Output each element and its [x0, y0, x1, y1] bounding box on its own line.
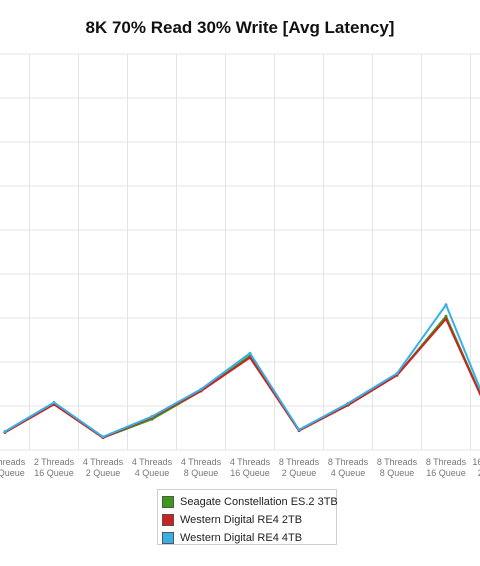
x-tick-label: 8 Threads [328, 457, 369, 467]
legend-item: Western Digital RE4 2TB [162, 511, 336, 529]
x-tick-label: 4 Queue [331, 468, 366, 478]
x-tick-label: 16 Queue [426, 468, 466, 478]
chart-title: 8K 70% Read 30% Write [Avg Latency] [85, 18, 395, 37]
legend-label: Western Digital RE4 2TB [180, 514, 303, 526]
legend-item: Seagate Constellation ES.2 3TB [162, 493, 338, 511]
x-tick-label: 4 Queue [135, 468, 170, 478]
series-line [4, 317, 480, 439]
data-point [150, 415, 154, 419]
data-point [444, 303, 448, 307]
x-tick-label: 8 Queue [184, 468, 219, 478]
legend-swatch [162, 532, 174, 544]
x-tick-label: 8 Queue [380, 468, 415, 478]
x-tick-label: 4 Threads [181, 457, 222, 467]
x-tick-label: 1 Threads [0, 457, 26, 467]
data-point [101, 435, 105, 439]
data-point [248, 351, 252, 355]
data-point [444, 317, 448, 321]
x-tick-label: 2 Queue [282, 468, 317, 478]
data-point [444, 314, 448, 318]
x-tick-label: 8 Threads [279, 457, 320, 467]
data-point [52, 400, 56, 404]
x-tick-label: 2 Queue [86, 468, 121, 478]
series-lines [3, 303, 480, 440]
x-tick-label: 16 Queue [34, 468, 74, 478]
legend-swatch [162, 496, 174, 508]
x-tick-label: 4 Threads [132, 457, 173, 467]
x-tick-label: 16 Threads [472, 457, 480, 467]
x-tick-label: 4 Threads [230, 457, 271, 467]
data-point [346, 401, 350, 405]
x-tick-label: 2 Threads [34, 457, 75, 467]
data-point [395, 371, 399, 375]
data-point [297, 428, 301, 432]
x-tick-label: 16 Queue [0, 468, 25, 478]
legend: Seagate Constellation ES.2 3TB Western Di… [157, 489, 338, 547]
legend-label: Western Digital RE4 4TB [180, 532, 303, 544]
x-tick-label: 2 Queue [478, 468, 480, 478]
data-point [199, 387, 203, 391]
x-tick-label: 8 Threads [377, 457, 418, 467]
data-point [3, 430, 7, 434]
data-point [248, 356, 252, 360]
legend-label: Seagate Constellation ES.2 3TB [180, 496, 338, 508]
x-tick-label: 16 Queue [230, 468, 270, 478]
grid [0, 53, 480, 451]
x-tick-label: 8 Threads [426, 457, 467, 467]
series-line [4, 303, 480, 438]
x-tick-label: 4 Threads [83, 457, 124, 467]
legend-item: Western Digital RE4 4TB [162, 529, 336, 547]
legend-swatch [162, 514, 174, 526]
